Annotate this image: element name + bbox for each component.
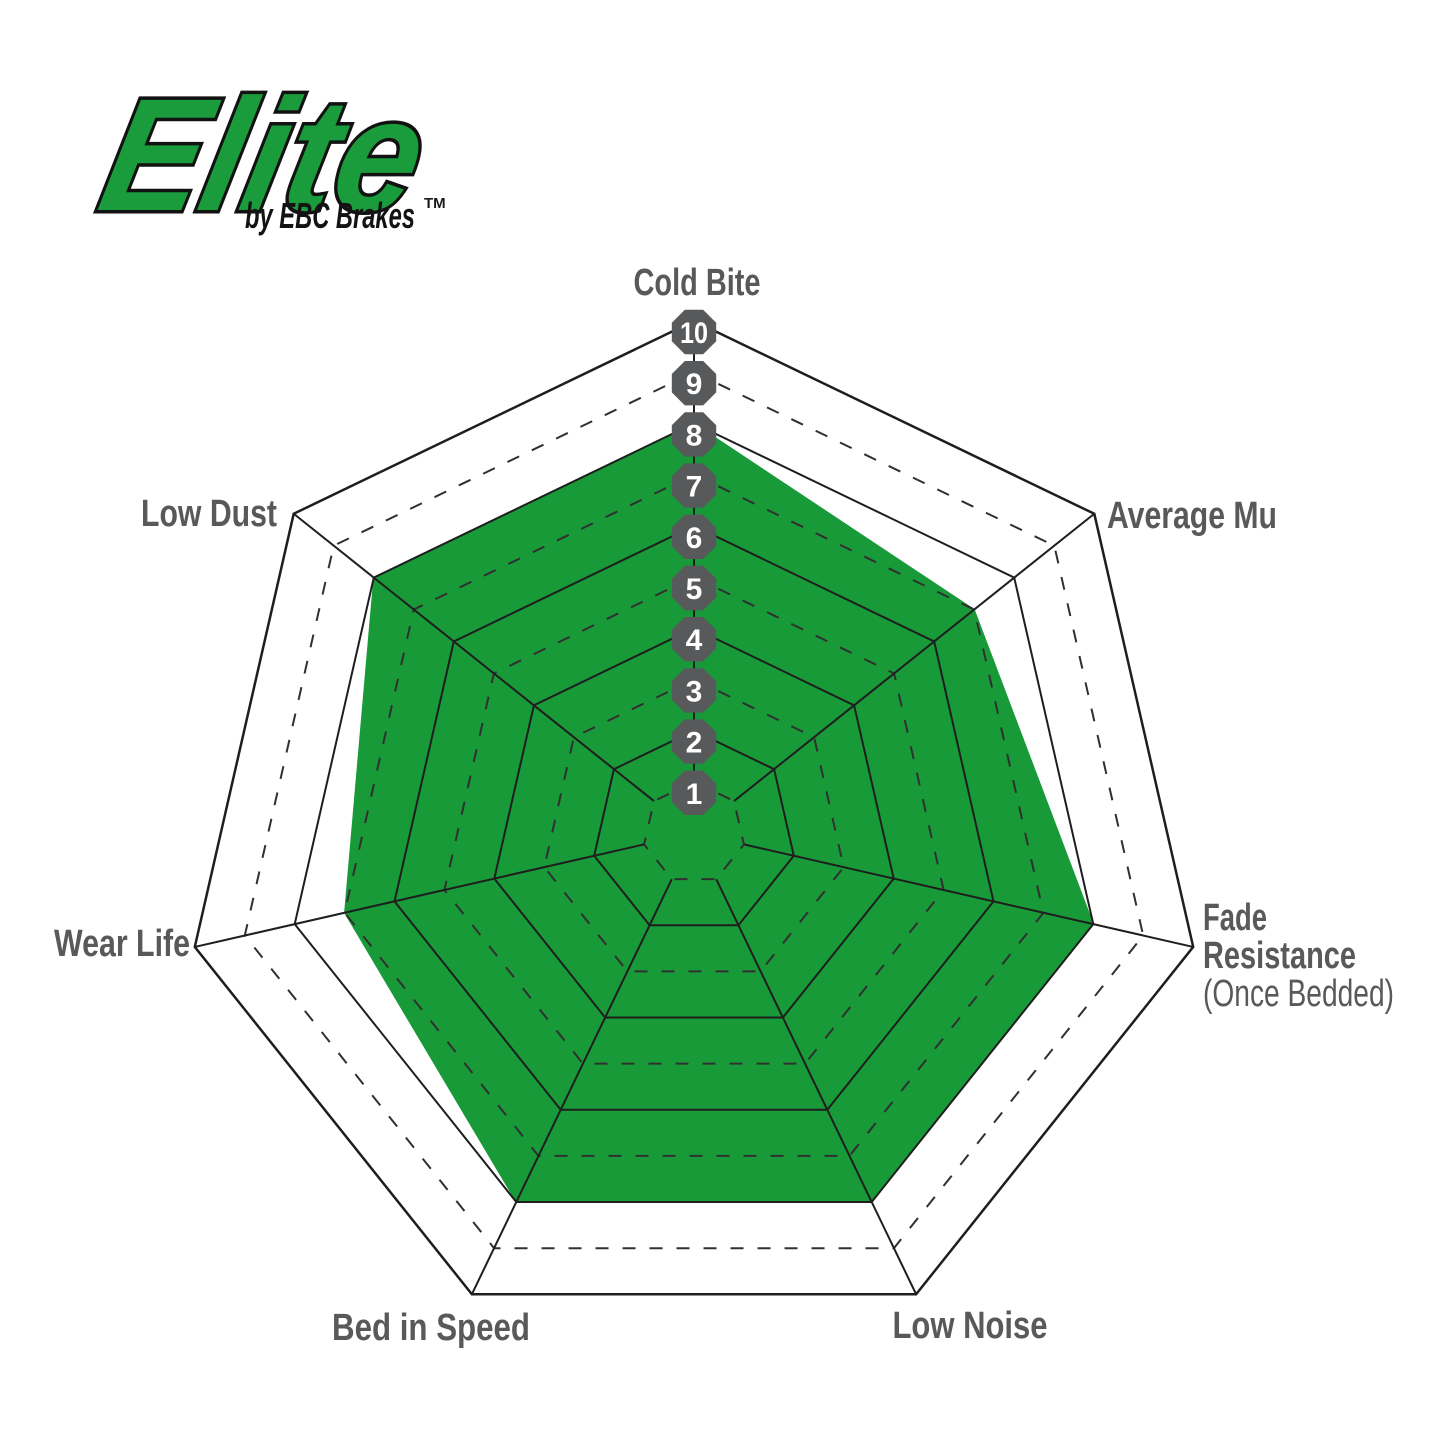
scale-badge-6 [671, 514, 717, 559]
scale-badge-label-8: 8 [686, 419, 703, 452]
grid-ring-2 [593, 729, 795, 927]
axis-label-bed-in-speed: Bed in Speed [332, 1307, 530, 1349]
grid-ring-10 [193, 319, 1195, 1296]
axis-label-low-noise: Low Noise [893, 1305, 1048, 1347]
scale-badge-label-2: 2 [686, 727, 703, 760]
scale-badge-4 [671, 617, 717, 662]
axis-label-wear-life: Wear Life [54, 923, 190, 965]
brand-logo: Elite TM by EBC Brakes [84, 63, 446, 248]
axis-label-fade-resistance-once-bedded-line-1: Fade [1203, 897, 1267, 939]
scale-badge-label-3: 3 [686, 675, 703, 708]
brand-tagline: by EBC Brakes [245, 195, 415, 236]
axis-label-fade-resistance-once-bedded-line-3: (Once Bedded) [1203, 973, 1394, 1015]
scale-badge-label-5: 5 [686, 573, 703, 606]
grid-ring-3 [543, 678, 845, 973]
axis-spoke-fade-resistance-once-bedded [743, 843, 1194, 948]
axis-spoke-bed-in-speed [470, 878, 673, 1295]
axis-label-cold-bite: Cold Bite [634, 262, 761, 304]
scale-badge-10 [671, 309, 717, 355]
axis-label-fade-resistance-once-bedded-line-2: Resistance [1203, 935, 1356, 977]
scale-badge-label-9: 9 [686, 368, 703, 401]
grid-ring-8 [293, 422, 1095, 1203]
trademark-symbol: TM [424, 195, 446, 212]
grid-ring-9 [243, 371, 1145, 1250]
axis-label-average-mu: Average Mu [1107, 495, 1277, 537]
scale-badge-2 [671, 719, 717, 764]
axis-spoke-low-dust [293, 512, 655, 802]
scale-badge-label-4: 4 [686, 624, 703, 657]
brand-logo-text: Elite [88, 67, 441, 245]
axis-label-low-dust: Low Dust [141, 493, 277, 535]
axis-spoke-wear-life [194, 843, 645, 948]
scale-badge-label-10: 10 [680, 317, 708, 350]
scale-badge-5 [671, 565, 717, 611]
radar-chart: 1 2 3 4 5 6 7 8 9 10 Cold Bite Average Mu FadeResist… [54, 262, 1394, 1349]
scale-badge-3 [671, 668, 717, 713]
grid-ring-4 [493, 627, 895, 1019]
axis-spoke-average-mu [733, 512, 1095, 802]
scale-badge-label-7: 7 [686, 471, 703, 504]
scale-badge-label-1: 1 [686, 778, 703, 811]
scale-badge-label-6: 6 [686, 522, 703, 555]
grid-ring-7 [343, 473, 1045, 1157]
scale-badge-9 [671, 361, 717, 406]
grid-ring-6 [393, 524, 995, 1111]
axis-spoke-low-noise [715, 878, 918, 1295]
scale-badge-1 [671, 770, 717, 815]
scale-badge-8 [671, 412, 717, 457]
scale-badge-7 [671, 463, 717, 508]
series-polygon [344, 422, 1094, 1203]
